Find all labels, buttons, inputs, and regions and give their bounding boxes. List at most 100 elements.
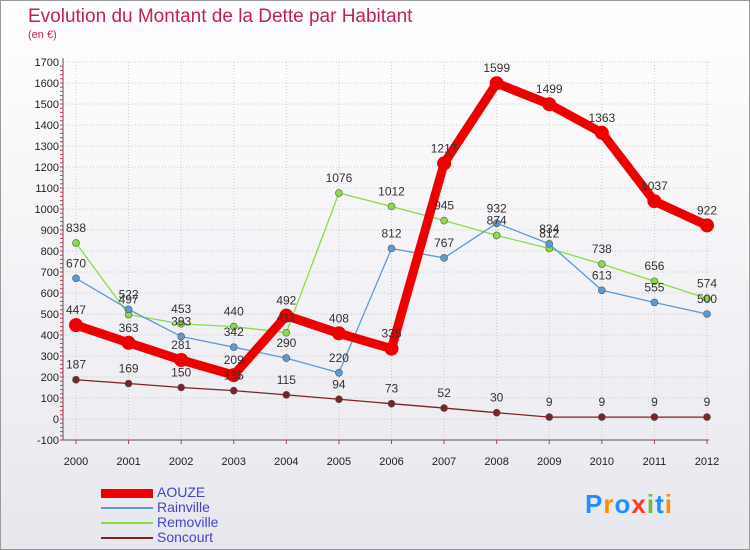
chart-subtitle: (en €) [28,29,57,41]
y-tick-label: 800 [41,246,59,258]
data-label-rainville: 220 [329,351,349,365]
data-label-removille: 738 [592,242,612,256]
x-tick-label: 2001 [116,456,140,468]
data-label-rainville: 812 [381,226,401,240]
data-point-rainville [545,240,554,248]
data-label-aouze: 1217 [431,141,458,155]
x-tick-label: 2000 [64,456,88,468]
data-label-soncourt: 187 [66,358,86,372]
data-point-soncourt [124,379,133,388]
data-point-rainville [229,343,238,351]
y-tick-label: 900 [41,225,59,237]
data-label-aouze: 492 [276,294,296,308]
y-tick-label: 1100 [35,183,59,195]
data-label-soncourt: 73 [385,382,399,396]
data-point-soncourt [703,413,711,421]
data-point-aouze [384,341,399,356]
data-point-rainville [387,244,396,253]
data-point-soncourt [650,413,659,421]
data-label-rainville: 670 [66,256,86,270]
data-label-rainville: 555 [644,280,664,294]
data-label-rainville: 932 [487,201,507,215]
data-point-rainville [282,354,291,362]
data-point-soncourt [440,404,448,412]
data-label-soncourt: 9 [598,395,605,409]
data-point-removille [598,260,606,268]
y-tick-label: 1300 [35,141,59,153]
data-point-aouze [647,194,662,209]
data-label-rainville: 290 [276,336,296,350]
data-point-soncourt [492,408,501,417]
data-label-soncourt: 52 [437,386,451,400]
y-tick-label: 1200 [35,162,59,174]
x-tick-label: 2007 [432,456,456,468]
data-label-removille: 453 [171,302,191,316]
data-point-soncourt [335,395,343,404]
data-label-soncourt: 9 [704,395,711,409]
data-label-soncourt: 115 [277,373,296,387]
data-point-soncourt [282,391,291,399]
y-tick-label: 1400 [35,120,59,132]
data-label-soncourt: 135 [224,369,244,383]
legend-swatch [101,507,153,509]
data-label-aouze: 209 [224,353,244,367]
data-label-soncourt: 30 [490,391,504,405]
data-label-removille: 812 [539,226,559,240]
x-tick-label: 2006 [379,456,403,468]
legend-label: AOUZE [157,484,206,500]
y-tick-label: 1500 [35,99,59,111]
data-point-removille [72,239,80,247]
legend-label: Rainville [157,499,210,515]
y-tick-label: 300 [41,351,59,363]
data-point-aouze [121,335,136,350]
data-point-rainville [124,305,133,314]
data-point-aouze [700,218,714,233]
logo-letter: r [603,489,615,519]
y-tick-label: 200 [41,372,59,384]
data-label-aouze: 447 [66,303,86,317]
data-label-rainville: 500 [697,292,717,306]
y-tick-label: 700 [41,267,59,279]
data-label-rainville: 834 [539,222,559,236]
data-point-soncourt [545,413,554,421]
logo-letter: i [646,489,656,519]
legend-swatch [101,537,153,539]
logo-letter: t [655,489,665,519]
data-point-removille [335,189,343,197]
legend-label: Soncourt [157,529,214,545]
data-point-rainville [598,286,606,295]
logo-letter: o [614,489,632,519]
x-tick-label: 2005 [327,456,351,468]
data-label-aouze: 1037 [641,179,668,193]
data-label-removille: 411 [277,311,296,325]
data-point-soncourt [598,413,606,421]
x-tick-label: 2002 [169,456,193,468]
legend-swatch [101,522,153,524]
data-point-rainville [177,332,185,341]
data-point-rainville [335,368,343,377]
data-label-removille: 874 [487,213,507,227]
x-tick-label: 2012 [695,456,719,468]
data-label-rainville: 767 [434,236,454,250]
legend-label: Removille [157,514,219,530]
data-label-removille: 574 [697,276,717,290]
y-tick-label: 500 [41,309,59,321]
data-label-aouze: 281 [171,338,191,352]
data-point-aouze [226,368,241,383]
data-point-aouze [331,326,346,341]
data-point-soncourt [177,383,185,392]
y-tick-label: -100 [37,435,59,447]
data-point-soncourt [229,386,238,395]
data-point-aouze [279,308,294,323]
data-point-aouze [594,125,609,140]
data-point-removille [703,294,711,303]
data-label-soncourt: 9 [651,395,658,409]
data-point-soncourt [72,375,80,384]
x-tick-label: 2003 [222,456,246,468]
data-label-soncourt: 150 [171,366,191,380]
y-tick-label: 1700 [35,57,59,69]
data-point-aouze [542,97,557,112]
x-tick-label: 2009 [537,456,561,468]
data-label-aouze: 1599 [483,61,510,75]
